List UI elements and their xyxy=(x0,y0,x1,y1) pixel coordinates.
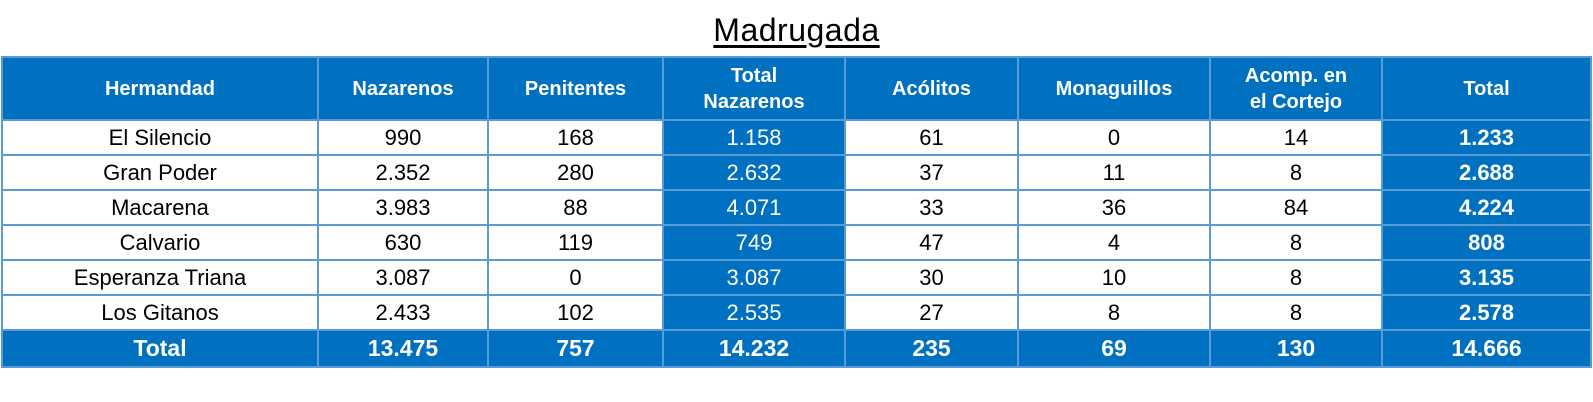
cell-penitentes: 119 xyxy=(487,224,664,261)
column-header-total-nazarenos: Total Nazarenos xyxy=(662,56,846,121)
total-row: Total 13.475 757 14.232 235 69 130 14.666 xyxy=(1,329,1592,368)
header-row: Hermandad Nazarenos Penitentes Total Nazare… xyxy=(1,56,1592,121)
cell-total-nazarenos: 2.535 xyxy=(662,294,846,331)
cell-acolitos: 33 xyxy=(844,189,1019,226)
cell-total: 1.233 xyxy=(1381,119,1592,156)
column-header-acolitos: Acólitos xyxy=(844,56,1019,121)
page-title: Madrugada xyxy=(713,12,880,48)
total-acolitos: 235 xyxy=(844,329,1019,368)
cell-acomp-cortejo: 8 xyxy=(1209,154,1383,191)
column-header-monaguillos: Monaguillos xyxy=(1017,56,1211,121)
table-body: El Silencio 990 168 1.158 61 0 14 1.233 Gran Pod… xyxy=(1,119,1592,331)
row-label: Esperanza Triana xyxy=(1,259,319,296)
cell-acomp-cortejo: 84 xyxy=(1209,189,1383,226)
cell-acolitos: 30 xyxy=(844,259,1019,296)
total-acomp-cortejo: 130 xyxy=(1209,329,1383,368)
cell-monaguillos: 36 xyxy=(1017,189,1211,226)
column-header-penitentes: Penitentes xyxy=(487,56,664,121)
cell-penitentes: 88 xyxy=(487,189,664,226)
cell-total-nazarenos: 1.158 xyxy=(662,119,846,156)
cell-total-nazarenos: 4.071 xyxy=(662,189,846,226)
table-row: Los Gitanos 2.433 102 2.535 27 8 8 2.578 xyxy=(1,294,1592,331)
cell-acolitos: 61 xyxy=(844,119,1019,156)
cell-total-nazarenos: 2.632 xyxy=(662,154,846,191)
column-header-acomp-cortejo: Acomp. en el Cortejo xyxy=(1209,56,1383,121)
row-label: Los Gitanos xyxy=(1,294,319,331)
cell-acomp-cortejo: 8 xyxy=(1209,224,1383,261)
cell-acomp-cortejo: 8 xyxy=(1209,259,1383,296)
table-row: Esperanza Triana 3.087 0 3.087 30 10 8 3.135 xyxy=(1,259,1592,296)
row-label: Gran Poder xyxy=(1,154,319,191)
column-header-total: Total xyxy=(1381,56,1592,121)
cell-acolitos: 47 xyxy=(844,224,1019,261)
madrugada-table: Hermandad Nazarenos Penitentes Total Nazare… xyxy=(1,56,1592,368)
cell-monaguillos: 10 xyxy=(1017,259,1211,296)
cell-nazarenos: 3.087 xyxy=(317,259,489,296)
cell-total-nazarenos: 3.087 xyxy=(662,259,846,296)
table-row: Macarena 3.983 88 4.071 33 36 84 4.224 xyxy=(1,189,1592,226)
cell-monaguillos: 11 xyxy=(1017,154,1211,191)
column-header-nazarenos: Nazarenos xyxy=(317,56,489,121)
row-label: Calvario xyxy=(1,224,319,261)
total-row-label: Total xyxy=(1,329,319,368)
cell-penitentes: 102 xyxy=(487,294,664,331)
table-row: Gran Poder 2.352 280 2.632 37 11 8 2.688 xyxy=(1,154,1592,191)
cell-nazarenos: 630 xyxy=(317,224,489,261)
cell-nazarenos: 2.352 xyxy=(317,154,489,191)
table-row: Calvario 630 119 749 47 4 8 808 xyxy=(1,224,1592,261)
cell-acolitos: 27 xyxy=(844,294,1019,331)
cell-monaguillos: 4 xyxy=(1017,224,1211,261)
total-monaguillos: 69 xyxy=(1017,329,1211,368)
cell-penitentes: 0 xyxy=(487,259,664,296)
table-row: El Silencio 990 168 1.158 61 0 14 1.233 xyxy=(1,119,1592,156)
cell-nazarenos: 3.983 xyxy=(317,189,489,226)
cell-acomp-cortejo: 14 xyxy=(1209,119,1383,156)
cell-acomp-cortejo: 8 xyxy=(1209,294,1383,331)
cell-total: 808 xyxy=(1381,224,1592,261)
cell-nazarenos: 990 xyxy=(317,119,489,156)
total-total: 14.666 xyxy=(1381,329,1592,368)
row-label: Macarena xyxy=(1,189,319,226)
cell-total: 2.688 xyxy=(1381,154,1592,191)
total-total-nazarenos: 14.232 xyxy=(662,329,846,368)
cell-total: 3.135 xyxy=(1381,259,1592,296)
cell-total: 4.224 xyxy=(1381,189,1592,226)
cell-monaguillos: 8 xyxy=(1017,294,1211,331)
total-penitentes: 757 xyxy=(487,329,664,368)
total-nazarenos: 13.475 xyxy=(317,329,489,368)
cell-penitentes: 168 xyxy=(487,119,664,156)
column-header-hermandad: Hermandad xyxy=(1,56,319,121)
cell-acolitos: 37 xyxy=(844,154,1019,191)
cell-penitentes: 280 xyxy=(487,154,664,191)
cell-total: 2.578 xyxy=(1381,294,1592,331)
row-label: El Silencio xyxy=(1,119,319,156)
cell-total-nazarenos: 749 xyxy=(662,224,846,261)
cell-monaguillos: 0 xyxy=(1017,119,1211,156)
cell-nazarenos: 2.433 xyxy=(317,294,489,331)
